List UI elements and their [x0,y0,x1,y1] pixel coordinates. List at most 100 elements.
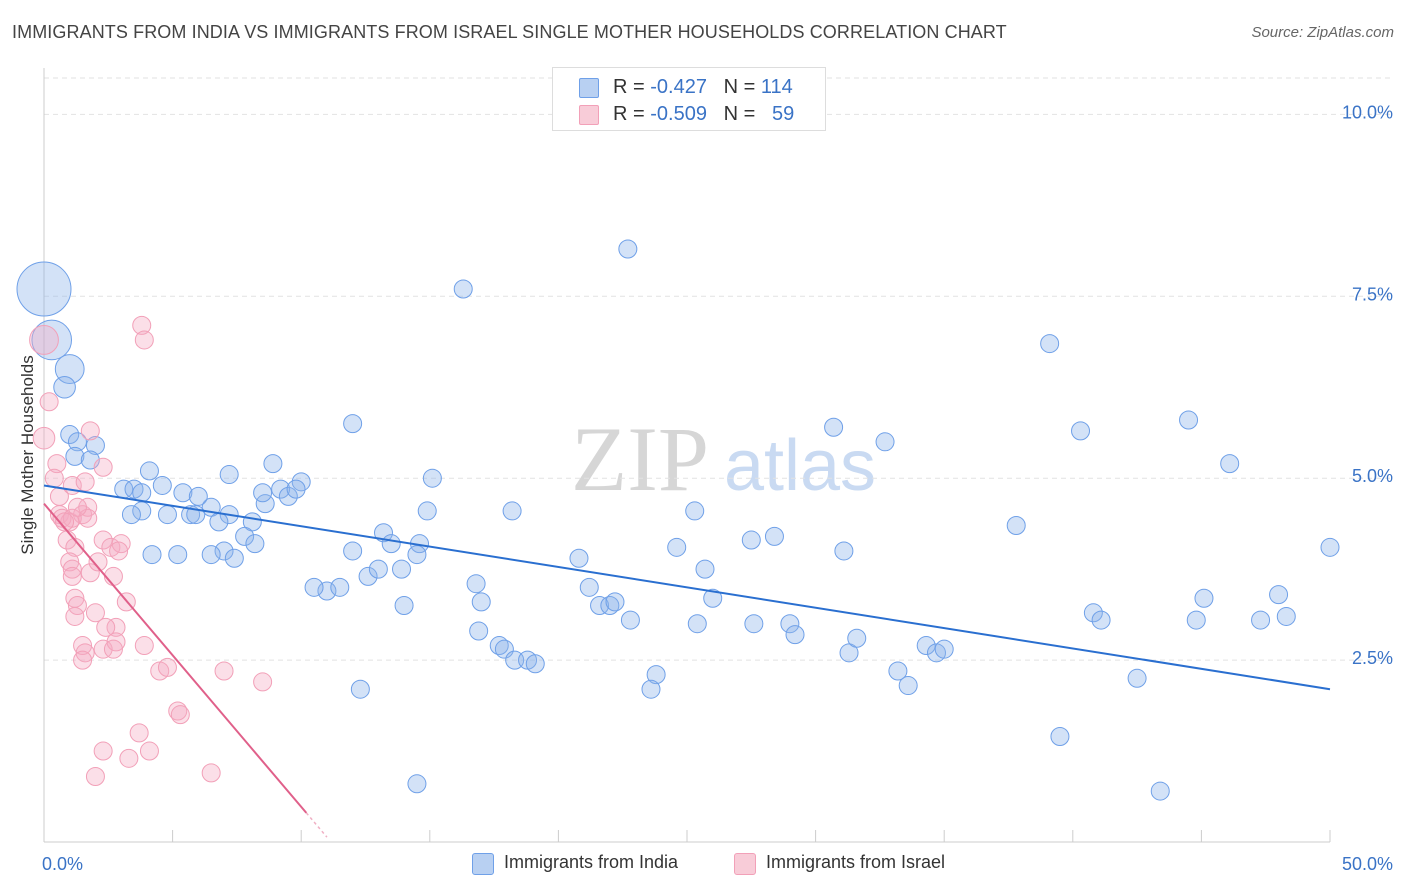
india-point [60,425,80,445]
israel-point [111,534,131,554]
israel-point [109,541,129,561]
israel-point [55,512,75,532]
israel-point [157,657,177,677]
israel-point [67,497,87,517]
india-point [304,577,324,597]
israel-point [29,325,59,355]
israel-point [106,632,126,652]
india-n-label: N = [723,76,761,98]
israel-point [75,643,95,663]
india-point [888,661,908,681]
india-point [764,526,784,546]
india-point [847,628,867,648]
india-point [590,596,610,616]
india-stats-text: R = -0.427 N = 114 [613,76,793,99]
india-point [834,541,854,561]
india-point [1220,454,1240,474]
india-point [317,581,337,601]
israel-point [103,639,123,659]
source-label: Source: ZipAtlas.com [1251,24,1394,41]
india-point [142,545,162,565]
india-point [618,239,638,259]
india-point [53,375,76,399]
india-point [139,461,159,481]
chart-title: IMMIGRANTS FROM INDIA VS IMMIGRANTS FROM… [12,22,1007,42]
israel-trend-line [43,503,308,814]
india-point [286,479,306,499]
israel-point [88,552,108,572]
india-point [453,279,473,299]
india-legend-label: Immigrants from India [504,852,679,872]
india-point [85,435,105,455]
india-point [255,494,275,514]
israel-point [139,741,159,761]
india-point [502,501,522,521]
india-point [1179,410,1199,430]
india-point [579,577,599,597]
india-point [839,643,859,663]
india-point [1050,726,1070,746]
israel-point [44,468,64,488]
y-tick-label: 5.0% [1352,466,1393,486]
india-point [219,465,239,485]
india-point [898,676,918,696]
india-point [214,541,234,561]
india-point [646,665,666,685]
israel-point [32,426,56,450]
india-point [201,545,221,565]
india-point [744,614,764,634]
india-point [374,523,394,543]
israel-point [93,530,113,550]
india-point [1091,610,1111,630]
israel-point [52,508,72,528]
india-point [1269,585,1289,605]
india-point [157,505,177,525]
israel-point [80,563,100,583]
india-point [168,545,188,565]
india-point [278,486,298,506]
israel-point [65,537,85,557]
india-point [394,596,414,616]
india-trend-line [43,484,1331,691]
india-point [1083,603,1103,623]
india-point [173,483,193,503]
israel-point [134,330,154,350]
india-point [687,614,707,634]
israel-point [119,748,139,768]
israel-point [47,454,67,474]
india-point [605,592,625,612]
india-swatch [579,78,599,98]
israel-legend-label: Immigrants from Israel [766,852,946,872]
india-point [469,621,489,641]
india-point [253,483,273,503]
india-point [407,774,427,794]
india-point [667,537,687,557]
india-point [358,566,378,586]
israel-point [96,617,116,637]
israel-point [93,457,113,477]
india-point [65,446,85,466]
israel-n-value: 59 [772,103,795,125]
india-point [31,319,73,361]
israel-point [65,606,85,626]
india-point [600,596,620,616]
india-point [685,501,705,521]
watermark-zip: ZIP [571,408,709,510]
israel-point [201,763,221,783]
india-point [271,479,291,499]
india-legend-swatch [472,853,494,875]
israel-point [67,596,87,616]
israel-point [73,650,93,670]
israel-point [214,661,234,681]
israel-r-value: -0.509 [650,103,707,125]
india-point [1127,668,1147,688]
india-point [489,636,509,656]
israel-point [62,566,82,586]
india-point [824,417,844,437]
india-r-value: -0.427 [650,76,707,98]
india-point [780,614,800,634]
israel-point [62,559,82,579]
israel-n-label: N = [723,103,761,125]
y-tick-label: 7.5% [1352,284,1393,304]
israel-point [253,672,273,692]
